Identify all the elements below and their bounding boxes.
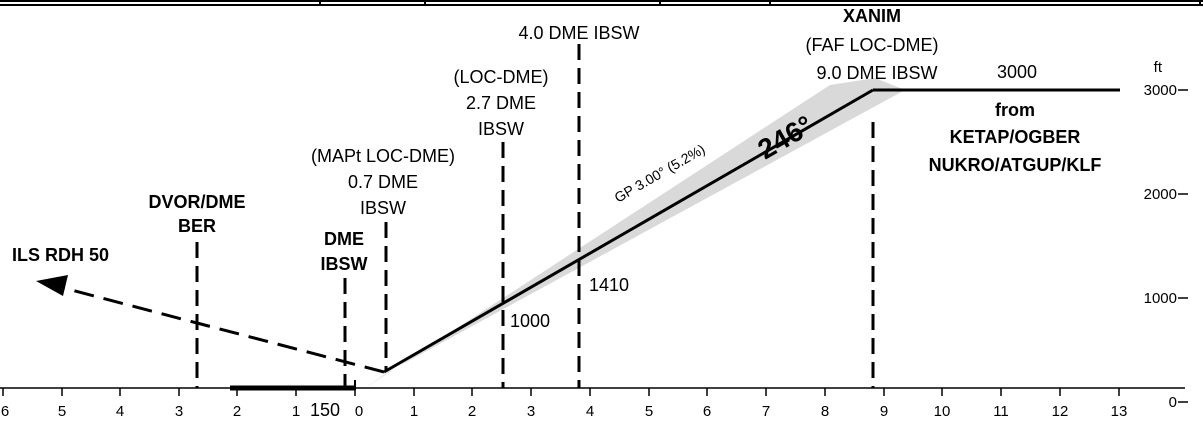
mapt-label-1: (MAPt LOC-DME) <box>311 146 455 166</box>
from-label-2: KETAP/OGBER <box>950 127 1081 147</box>
mapt-label-2: 0.7 DME <box>348 172 418 192</box>
locdme-label-2: 2.7 DME <box>466 93 536 113</box>
altitude-1410-label: 1410 <box>589 275 629 295</box>
altitude-tick: 0 <box>1169 394 1177 411</box>
distance-tick: 5 <box>645 403 653 420</box>
glidepath-line <box>383 88 874 374</box>
tdz-elevation-label: 150 <box>310 400 340 420</box>
missed-approach-arrow <box>36 275 68 296</box>
altitude-axis <box>1178 89 1188 403</box>
mapt-label-3: IBSW <box>360 198 406 218</box>
distance-tick: 2 <box>468 403 476 420</box>
distance-tick: 6 <box>1 403 9 420</box>
altitude-unit-label: ft <box>1154 59 1163 76</box>
missed-approach-path <box>55 284 385 374</box>
distance-tick: 5 <box>58 403 66 420</box>
distance-tick: 6 <box>703 403 711 420</box>
ils-rdh-label: ILS RDH 50 <box>12 245 109 265</box>
distance-axis <box>0 387 1185 396</box>
altitude-tick: 2000 <box>1144 186 1177 203</box>
dme4-label: 4.0 DME IBSW <box>518 23 639 43</box>
distance-tick: 1 <box>410 403 418 420</box>
header-strip <box>0 0 1203 6</box>
dvor-label-2: BER <box>178 216 216 236</box>
distance-tick: 4 <box>116 403 124 420</box>
distance-tick: 3 <box>527 403 535 420</box>
altitude-tick: 1000 <box>1144 290 1177 307</box>
altitude-tick-labels: ft 3000 2000 1000 0 <box>1144 59 1177 411</box>
distance-tick: 9 <box>880 403 888 420</box>
distance-tick: 1 <box>292 403 300 420</box>
xanim-label-1: XANIM <box>843 6 901 26</box>
distance-tick: 13 <box>1111 403 1128 420</box>
from-label-3: NUKRO/ATGUP/KLF <box>929 155 1102 175</box>
locdme-label-3: IBSW <box>478 119 524 139</box>
altitude-3000-label: 3000 <box>997 62 1037 82</box>
xanim-label-2: (FAF LOC-DME) <box>806 35 939 55</box>
distance-tick: 10 <box>934 403 951 420</box>
dme-label-2: IBSW <box>321 254 368 274</box>
distance-tick: 8 <box>821 403 829 420</box>
altitude-tick: 3000 <box>1144 82 1177 99</box>
fix-lines <box>195 44 875 388</box>
dme-label-1: DME <box>324 229 364 249</box>
distance-tick-labels: 6 5 4 3 2 1 0 1 2 3 4 5 6 7 8 9 10 11 12… <box>1 403 1128 420</box>
distance-tick: 4 <box>586 403 594 420</box>
dvor-label-1: DVOR/DME <box>148 192 245 212</box>
from-label-1: from <box>995 100 1035 120</box>
distance-tick: 3 <box>175 403 183 420</box>
distance-tick: 2 <box>233 403 241 420</box>
distance-tick: 0 <box>355 403 363 420</box>
distance-tick: 12 <box>1052 403 1069 420</box>
distance-tick: 7 <box>762 403 770 420</box>
altitude-1000-label: 1000 <box>510 311 550 331</box>
distance-tick: 11 <box>993 403 1009 420</box>
glidepath-shading <box>365 78 905 388</box>
locdme-label-1: (LOC-DME) <box>454 67 549 87</box>
xanim-label-3: 9.0 DME IBSW <box>816 63 937 83</box>
